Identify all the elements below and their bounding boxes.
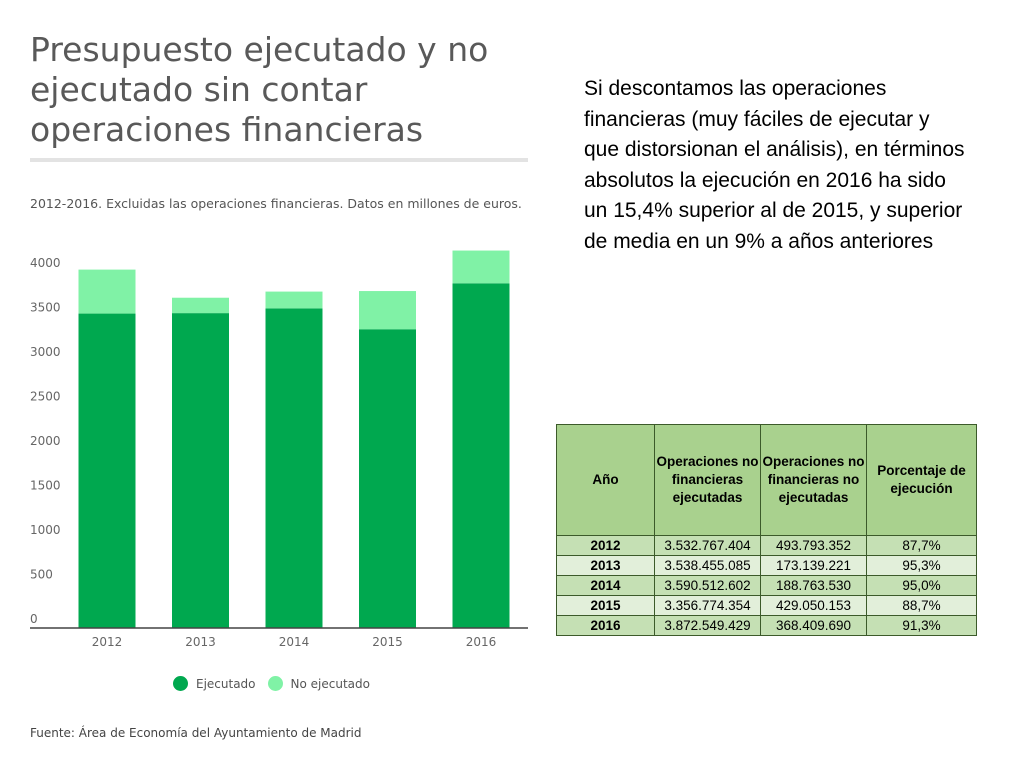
x-tick-label: 2013 bbox=[185, 635, 216, 649]
y-tick-label: 1000 bbox=[30, 523, 61, 537]
bar-ejecutado bbox=[78, 313, 136, 628]
bar-ejecutado bbox=[172, 313, 229, 628]
header-year: Año bbox=[556, 424, 655, 536]
table-row: 2015 3.356.774.354 429.050.153 88,7% bbox=[556, 595, 977, 616]
bar-no-ejecutado bbox=[265, 291, 323, 309]
legend-swatch-no-ejecutado bbox=[267, 676, 283, 691]
bar-no-ejecutado bbox=[359, 291, 416, 330]
cell-not-executed: 368.409.690 bbox=[760, 615, 867, 636]
bar-ejecutado bbox=[265, 308, 323, 628]
execution-table: Año Operaciones no financieras ejecutada… bbox=[556, 424, 977, 636]
cell-not-executed: 188.763.530 bbox=[760, 575, 867, 596]
commentary-text: Si descontamos las operaciones financier… bbox=[584, 77, 965, 253]
y-tick-label: 2500 bbox=[30, 390, 61, 404]
chart-title: Presupuesto ejecutado y no ejecutado sin… bbox=[30, 30, 489, 149]
chart-legend: Ejecutado No ejecutado bbox=[173, 676, 382, 691]
header-percentage: Porcentaje de ejecución bbox=[866, 424, 977, 536]
source-note: Fuente: Área de Economía del Ayuntamient… bbox=[30, 726, 362, 740]
cell-executed: 3.356.774.354 bbox=[654, 595, 761, 616]
cell-percentage: 95,0% bbox=[866, 575, 977, 596]
cell-not-executed: 429.050.153 bbox=[760, 595, 867, 616]
x-tick-label: 2014 bbox=[279, 635, 310, 649]
table-row: 2014 3.590.512.602 188.763.530 95,0% bbox=[556, 575, 977, 596]
bar-no-ejecutado bbox=[78, 269, 136, 314]
title-divider bbox=[30, 158, 528, 162]
y-tick-label: 500 bbox=[30, 568, 53, 582]
cell-year: 2015 bbox=[556, 595, 655, 616]
legend-item-no-ejecutado: No ejecutado bbox=[267, 676, 370, 691]
legend-swatch-ejecutado bbox=[173, 676, 188, 691]
x-tick-label: 2012 bbox=[92, 635, 123, 649]
table-row: 2016 3.872.549.429 368.409.690 91,3% bbox=[556, 615, 977, 636]
y-tick-label: 4000 bbox=[30, 256, 61, 270]
header-executed: Operaciones no financieras ejecutadas bbox=[654, 424, 761, 536]
cell-executed: 3.590.512.602 bbox=[654, 575, 761, 596]
y-tick-label: 0 bbox=[30, 612, 38, 626]
cell-not-executed: 493.793.352 bbox=[760, 535, 867, 556]
header-not-executed: Operaciones no financieras no ejecutadas bbox=[760, 424, 867, 536]
x-tick-label: 2015 bbox=[372, 635, 403, 649]
legend-item-ejecutado: Ejecutado bbox=[173, 676, 256, 691]
table-row: 2012 3.532.767.404 493.793.352 87,7% bbox=[556, 535, 977, 556]
table-row: 2013 3.538.455.085 173.139.221 95,3% bbox=[556, 555, 977, 576]
bar-no-ejecutado bbox=[172, 297, 229, 314]
cell-executed: 3.872.549.429 bbox=[654, 615, 761, 636]
cell-year: 2016 bbox=[556, 615, 655, 636]
cell-percentage: 91,3% bbox=[866, 615, 977, 636]
y-tick-label: 3000 bbox=[30, 345, 61, 359]
bar-ejecutado bbox=[452, 283, 510, 628]
cell-percentage: 88,7% bbox=[866, 595, 977, 616]
y-tick-label: 3500 bbox=[30, 301, 61, 315]
cell-year: 2014 bbox=[556, 575, 655, 596]
y-tick-label: 1500 bbox=[30, 479, 61, 493]
table-header-row: Año Operaciones no financieras ejecutada… bbox=[556, 424, 977, 536]
cell-percentage: 87,7% bbox=[866, 535, 977, 556]
x-tick-label: 2016 bbox=[466, 635, 497, 649]
bar-no-ejecutado bbox=[452, 250, 510, 284]
cell-not-executed: 173.139.221 bbox=[760, 555, 867, 576]
cell-executed: 3.532.767.404 bbox=[654, 535, 761, 556]
cell-executed: 3.538.455.085 bbox=[654, 555, 761, 576]
chart-subtitle: 2012-2016. Excluidas las operaciones fin… bbox=[30, 196, 522, 211]
legend-label-no-ejecutado: No ejecutado bbox=[290, 676, 370, 691]
stacked-bar-chart: 0 500 1000 1500 2000 2500 3000 3500 4000 2012 2013… bbox=[30, 250, 528, 649]
legend-label-ejecutado: Ejecutado bbox=[196, 676, 256, 691]
y-tick-label: 2000 bbox=[30, 434, 61, 448]
cell-year: 2012 bbox=[556, 535, 655, 556]
cell-percentage: 95,3% bbox=[866, 555, 977, 576]
cell-year: 2013 bbox=[556, 555, 655, 576]
bar-ejecutado bbox=[359, 329, 416, 628]
